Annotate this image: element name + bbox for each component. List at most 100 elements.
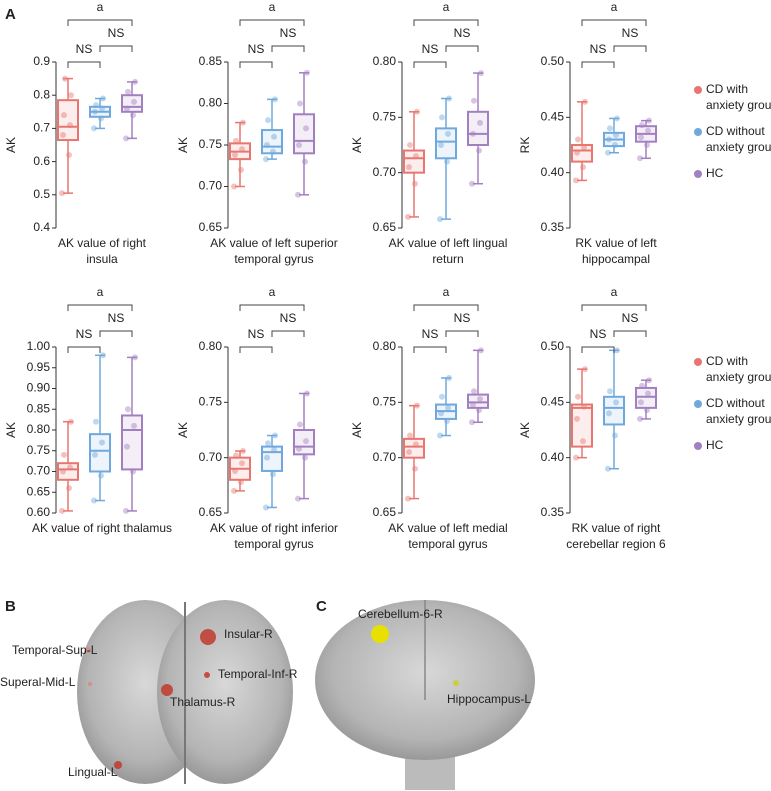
y-tick-label: 0.80 xyxy=(27,422,51,436)
significance-label: a xyxy=(97,285,104,299)
legend-marker xyxy=(694,442,702,450)
data-point xyxy=(438,142,444,148)
significance-bracket xyxy=(239,61,273,68)
y-tick-label: 0.6 xyxy=(33,154,50,168)
legend-label: CD with xyxy=(706,82,748,96)
y-tick-label: 0.90 xyxy=(27,381,51,395)
data-point xyxy=(445,404,451,411)
y-tick-label: 0.4 xyxy=(33,220,50,234)
significance-bracket xyxy=(67,61,101,68)
data-point xyxy=(265,440,271,447)
box xyxy=(89,433,111,473)
significance-bracket xyxy=(239,304,305,311)
significance-bracket xyxy=(413,19,479,26)
x-axis-label: AK value of left lingual xyxy=(389,236,508,250)
region-marker xyxy=(371,625,389,643)
data-point xyxy=(303,125,309,132)
data-point xyxy=(295,191,301,198)
y-tick-label: 0.50 xyxy=(541,339,565,353)
region-marker xyxy=(114,761,122,769)
significance-bracket xyxy=(239,346,273,353)
significance-bracket xyxy=(99,45,133,52)
data-point xyxy=(239,460,245,467)
significance-bracket xyxy=(445,330,479,337)
data-point xyxy=(444,158,450,165)
data-point xyxy=(476,147,482,154)
data-point xyxy=(644,142,650,148)
data-point xyxy=(477,119,483,126)
x-axis-label: RK value of left xyxy=(575,236,657,250)
data-point xyxy=(68,92,74,99)
data-point xyxy=(271,133,277,140)
y-tick-label: 0.7 xyxy=(33,121,50,135)
significance-bracket xyxy=(581,304,647,311)
region-marker xyxy=(161,684,173,696)
data-point xyxy=(607,125,613,132)
region-marker xyxy=(85,647,91,653)
data-point xyxy=(59,190,65,197)
legend-label: CD without xyxy=(706,124,765,138)
region-marker xyxy=(453,680,459,686)
x-axis-label: hippocampal xyxy=(582,252,650,266)
y-tick-label: 0.95 xyxy=(27,360,51,374)
data-point xyxy=(469,180,475,187)
data-point xyxy=(439,114,445,121)
box xyxy=(57,462,79,481)
data-point xyxy=(445,130,451,137)
y-tick-label: 0.75 xyxy=(27,443,51,457)
region-marker xyxy=(88,682,92,686)
significance-label: NS xyxy=(622,311,639,325)
significance-label: a xyxy=(611,285,618,299)
data-point xyxy=(92,451,98,458)
data-point xyxy=(238,166,244,173)
legend-label: HC xyxy=(706,166,724,180)
y-axis-label: RK xyxy=(518,137,532,154)
data-point xyxy=(575,393,581,400)
y-tick-label: 0.45 xyxy=(541,395,565,409)
x-axis-label: AK value of left medial xyxy=(388,521,507,535)
y-axis-label: AK xyxy=(4,137,18,153)
data-point xyxy=(407,432,413,439)
significance-label: NS xyxy=(590,327,607,341)
significance-label: NS xyxy=(454,26,471,40)
data-point xyxy=(471,97,477,104)
y-tick-label: 0.65 xyxy=(199,505,223,519)
data-point xyxy=(66,485,72,492)
legend-label: CD with xyxy=(706,354,748,368)
data-point xyxy=(573,454,579,461)
data-point xyxy=(405,495,411,502)
data-point xyxy=(412,465,418,472)
brain-c xyxy=(315,600,535,790)
data-point xyxy=(477,396,483,403)
significance-bracket xyxy=(67,19,133,26)
y-axis-label: AK xyxy=(176,422,190,438)
data-point xyxy=(263,504,269,511)
legend-marker xyxy=(694,128,702,136)
region-label: Superal-Mid-L xyxy=(0,675,76,689)
data-point xyxy=(265,117,271,124)
panel-label: C xyxy=(316,598,327,615)
data-point xyxy=(574,415,580,422)
x-axis-label: insula xyxy=(86,252,118,266)
data-point xyxy=(575,136,581,143)
brain-b xyxy=(77,600,293,784)
significance-label: a xyxy=(269,0,276,14)
y-tick-label: 0.75 xyxy=(199,137,223,151)
region-label: Hippocampus-L xyxy=(447,692,531,706)
y-tick-label: 0.35 xyxy=(541,505,565,519)
legend-label: anxiety group xyxy=(706,98,771,112)
data-point xyxy=(123,135,129,142)
data-point xyxy=(638,134,644,141)
data-point xyxy=(60,132,66,139)
data-point xyxy=(573,177,579,184)
region-label: Temporal-Inf-R xyxy=(218,667,298,681)
x-axis-label: temporal gyrus xyxy=(234,252,313,266)
significance-bracket xyxy=(99,330,133,337)
region-label: Thalamus-R xyxy=(170,695,236,709)
data-point xyxy=(412,180,418,187)
x-axis-label: cerebellar region 6 xyxy=(566,537,666,551)
data-point xyxy=(439,393,445,400)
y-tick-label: 0.70 xyxy=(199,450,223,464)
panel-label: B xyxy=(5,598,16,615)
data-point xyxy=(297,421,303,428)
